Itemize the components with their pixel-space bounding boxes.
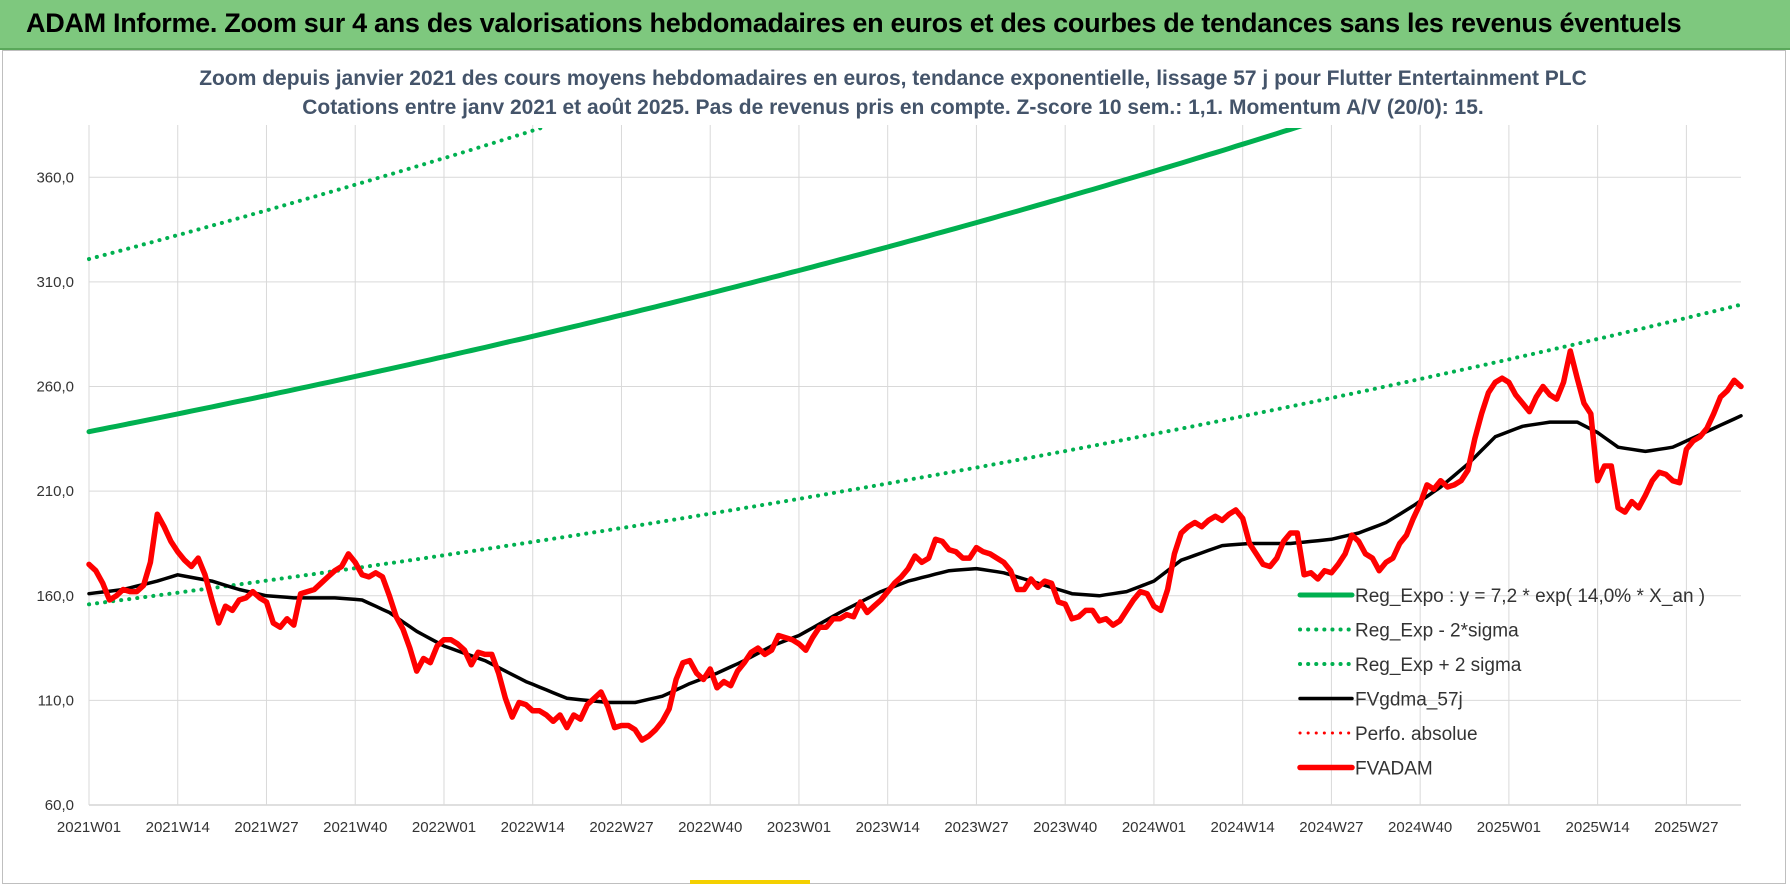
x-tick-label: 2023W14: [856, 819, 920, 836]
y-tick-label: 260,0: [36, 379, 74, 396]
x-tick-label: 2021W40: [323, 819, 387, 836]
x-tick-label: 2023W01: [767, 819, 831, 836]
y-axis: 60,0 110,0 160,0 210,0 260,0 310,0 360,0: [36, 169, 74, 814]
chart-frame: [2, 50, 1786, 884]
legend-label: Perfo. absolue: [1355, 724, 1478, 745]
x-tick-label: 2024W01: [1122, 819, 1186, 836]
y-tick-label: 60,0: [45, 797, 74, 814]
y-tick-label: 110,0: [38, 692, 74, 709]
y-tick-label: 360,0: [36, 169, 74, 186]
legend: Reg_Expo : y = 7,2 * exp( 14,0% * X_an )…: [1297, 586, 1705, 780]
x-tick-label: 2024W40: [1388, 819, 1452, 836]
series-lines: [86, 128, 1744, 743]
y-tick-label: 310,0: [36, 274, 74, 291]
x-tick-label: 2021W27: [234, 819, 298, 836]
report-title: ADAM Informe. Zoom sur 4 ans des valoris…: [26, 8, 1682, 38]
chart-title-line1: Zoom depuis janvier 2021 des cours moyen…: [199, 67, 1587, 90]
x-tick-label: 2022W40: [678, 819, 742, 836]
x-tick-label: 2024W27: [1299, 819, 1363, 836]
legend-label: Reg_Expo : y = 7,2 * exp( 14,0% * X_an ): [1355, 586, 1705, 607]
x-tick-label: 2025W27: [1654, 819, 1718, 836]
x-tick-label: 2021W01: [57, 819, 121, 836]
x-tick-label: 2021W14: [146, 819, 210, 836]
bottom-accent-bar: [690, 880, 810, 884]
x-tick-label: 2022W27: [589, 819, 653, 836]
report-banner: ADAM Informe. Zoom sur 4 ans des valoris…: [0, 0, 1790, 50]
x-axis: 2021W01 2021W14 2021W27 2021W40 2022W01 2022W…: [57, 819, 1719, 836]
x-tick-label: 2025W01: [1477, 819, 1541, 836]
gridlines: [88, 125, 1741, 806]
x-tick-label: 2022W14: [501, 819, 565, 836]
x-tick-label: 2023W27: [944, 819, 1008, 836]
legend-label: Reg_Exp + 2 sigma: [1355, 655, 1522, 676]
series-reg-exp-minus-2sigma: [87, 302, 1743, 607]
legend-label: Reg_Exp - 2*sigma: [1355, 621, 1519, 642]
legend-label: FVgdma_57j: [1355, 690, 1463, 711]
chart: Zoom depuis janvier 2021 des cours moyen…: [36, 67, 1744, 836]
x-tick-label: 2023W40: [1033, 819, 1097, 836]
y-tick-label: 210,0: [36, 483, 74, 500]
x-tick-label: 2024W14: [1211, 819, 1275, 836]
series-reg-expo: [86, 128, 1303, 435]
chart-title-line2: Cotations entre janv 2021 et août 2025. …: [302, 96, 1483, 119]
legend-label: FVADAM: [1355, 759, 1433, 780]
y-tick-label: 160,0: [36, 588, 74, 605]
x-tick-label: 2022W01: [412, 819, 476, 836]
x-tick-label: 2025W14: [1566, 819, 1630, 836]
series-fvgdma-57j: [87, 414, 1743, 705]
series-fvadam: [86, 348, 1744, 743]
